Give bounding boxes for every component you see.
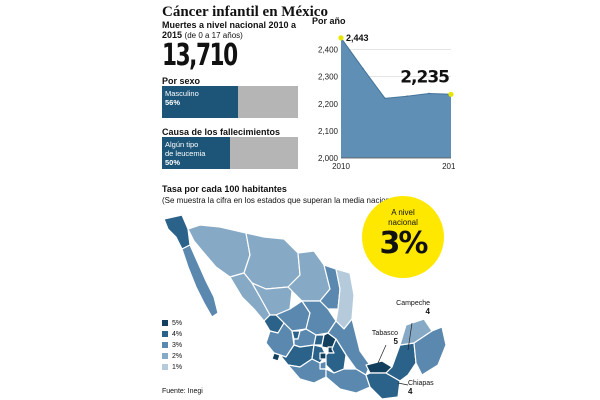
legend-label: 4% (172, 331, 183, 338)
map-quintana-roo (413, 326, 447, 376)
callout-chiapas-name: Chiapas (408, 380, 434, 387)
by-sex-label: Masculino (165, 89, 199, 98)
legend-swatch (162, 342, 168, 349)
national-rate-label-line1: A nivel (391, 208, 415, 217)
by-cause-bar: Algún tipo de leucemia 50% (162, 137, 298, 169)
by-cause-label-line1: Algún tipo (165, 140, 199, 149)
x-tick-label: 2015 (442, 162, 455, 171)
map-subtitle: (Se muestra la cifra en los estados que … (162, 196, 400, 205)
legend-swatch (162, 364, 168, 371)
highlight-marker (448, 91, 454, 97)
data-label: 2,235 (400, 67, 449, 87)
map-morelos (319, 360, 327, 370)
map-baja-california (163, 214, 191, 250)
callout-tabasco-value: 5 (393, 337, 398, 346)
series-area (341, 37, 451, 158)
map-chihuahua (243, 232, 301, 290)
data-label: 2,443 (346, 33, 369, 43)
callout-tabasco-name: Tabasco (371, 330, 398, 337)
year-chart: 2,000 2,100 2,200 2,300 2,400 2010 2015 2,443 2,… (318, 33, 455, 171)
data-point (406, 95, 408, 97)
legend-item: 1% (162, 364, 182, 371)
callout-campeche-name: Campeche (396, 300, 430, 307)
legend-label: 5% (172, 320, 183, 327)
deaths-label: Muertes a nivel nacional 2010 a 2015 (162, 20, 297, 40)
map-yucatan (399, 318, 433, 346)
chart-title: Por año (312, 16, 346, 26)
by-sex-header: Por sexo (162, 76, 201, 86)
page-title: Cáncer infantil en México (162, 4, 328, 20)
map-title: Tasa por cada 100 habitantes (162, 184, 287, 194)
by-cause-fill (162, 137, 230, 169)
callout-line-chiapas (397, 382, 409, 386)
mexico-map (163, 214, 447, 400)
callout-chiapas-value: 4 (408, 387, 413, 396)
map-guerrero (287, 358, 327, 384)
map-ciudad-de-mexico (319, 352, 327, 360)
by-sex-fill (162, 86, 239, 118)
legend-label: 1% (172, 364, 183, 371)
map-puebla (325, 338, 347, 374)
legend-swatch (162, 331, 168, 338)
legend-label: 3% (172, 342, 183, 349)
map-oaxaca (325, 368, 371, 394)
by-sex-label-box: Masculino 56% (165, 89, 199, 107)
legend-swatch (162, 353, 168, 360)
series-line (340, 37, 452, 99)
map-baja-california-sur (181, 244, 219, 318)
callout-chiapas: Chiapas 4 (408, 380, 452, 396)
by-sex-percent: 56% (165, 98, 181, 107)
data-point (428, 92, 430, 95)
by-cause-percent: 50% (165, 158, 181, 167)
by-cause-header: Causa de los fallecimientos (162, 127, 281, 137)
map-campeche (385, 342, 417, 382)
deaths-header: Muertes a nivel nacional 2010 a 2015 (de… (162, 20, 312, 41)
y-tick-label: 2,100 (318, 127, 339, 136)
legend-item: 4% (162, 331, 182, 338)
national-rate-label: A nivel nacional (362, 208, 444, 228)
x-tick-label: 2010 (332, 162, 350, 171)
map-colima (271, 352, 281, 362)
y-tick-label: 2,400 (318, 46, 339, 55)
callout-campeche-value: 4 (425, 307, 430, 316)
data-point (384, 97, 386, 100)
y-tick-label: 2,300 (318, 73, 339, 82)
map-chiapas (365, 372, 401, 400)
callout-line-tabasco (377, 344, 387, 364)
by-cause-label-box: Algún tipo de leucemia 50% (165, 140, 205, 167)
national-rate-bubble: A nivel nacional 3% (362, 196, 444, 278)
callout-line-campeche (407, 322, 413, 351)
highlight-marker (338, 35, 344, 41)
legend-label: 2% (172, 353, 183, 360)
callout-tabasco: Tabasco 5 (352, 330, 398, 346)
legend-item: 2% (162, 353, 182, 360)
national-rate-value: 3% (379, 226, 429, 261)
legend-item: 5% (162, 320, 182, 327)
data-point (362, 67, 364, 70)
y-tick-label: 2,000 (318, 154, 339, 163)
callout-campeche: Campeche 4 (372, 300, 430, 316)
national-rate-label-line2: nacional (388, 218, 418, 227)
legend-item: 3% (162, 342, 182, 349)
deaths-total: 13,710 (162, 38, 238, 73)
legend-swatch (162, 320, 168, 327)
deaths-note: (de 0 a 17 años) (184, 31, 243, 40)
y-tick-label: 2,200 (318, 100, 339, 109)
source-note: Fuente: Inegi (162, 388, 203, 395)
by-cause-label-line2: de leucemia (165, 149, 206, 158)
by-sex-bar: Masculino 56% (162, 86, 298, 118)
